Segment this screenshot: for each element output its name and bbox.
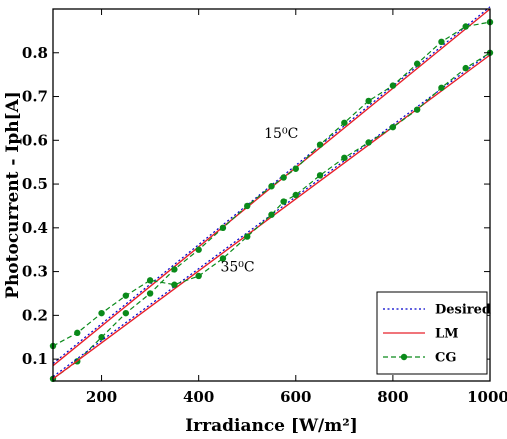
series-point-cg-15c xyxy=(292,165,299,172)
x-tick-label: 400 xyxy=(183,388,214,406)
y-axis-title: Photocurrent - Iph[A] xyxy=(3,91,23,299)
series-point-cg-15c xyxy=(244,202,251,210)
x-axis-title: Irradiance [W/m²] xyxy=(185,416,358,436)
annotation-15c: 15⁰C xyxy=(264,126,298,142)
series-point-cg-35c xyxy=(171,281,178,288)
axis-ticks: 200 400 600 800 1000 0.1 0.2 0.3 0.4 0.5 0.6 0.7 0.8 xyxy=(22,9,507,406)
legend-label-lm: LM xyxy=(435,327,459,342)
series-point-cg-35c xyxy=(365,139,372,146)
series-point-cg-15c xyxy=(462,23,469,30)
y-tick-label: 0.5 xyxy=(22,175,48,193)
y-tick-label: 0.3 xyxy=(22,263,48,281)
series-point-cg-35c xyxy=(98,309,105,317)
y-tick-label: 0.2 xyxy=(22,306,48,324)
plot-frame xyxy=(52,8,491,382)
series-point-cg-15c xyxy=(171,266,178,273)
series-point-cg-35c xyxy=(438,84,445,91)
series-line-cg-35c xyxy=(52,52,491,347)
series-line-cg-15c xyxy=(52,21,491,380)
legend: Desired LM CG xyxy=(376,291,491,375)
series-point-cg-35c xyxy=(389,123,397,131)
series-point-cg-15c xyxy=(413,60,421,67)
series-point-cg-35c xyxy=(341,154,348,161)
series-point-cg-35c xyxy=(413,106,421,113)
series-point-cg-35c xyxy=(195,272,202,280)
series-point-cg-15c xyxy=(316,141,324,148)
series-point-cg-15c xyxy=(365,97,372,105)
y-tick-label: 0.6 xyxy=(22,131,48,149)
series-point-cg-35c xyxy=(244,233,251,240)
series-point-cg-35c xyxy=(74,329,81,337)
x-tick-label: 600 xyxy=(280,388,311,406)
series-point-cg-35c xyxy=(122,292,130,299)
legend-label-desired: Desired xyxy=(435,303,491,318)
y-tick-label: 0.1 xyxy=(22,350,48,368)
series-point-cg-15c xyxy=(268,183,275,190)
annotations: 15⁰C 35⁰C xyxy=(220,126,298,275)
series-point-cg-15c xyxy=(219,224,227,232)
annotation-35c: 35⁰C xyxy=(220,260,254,276)
plot-marks xyxy=(49,6,494,383)
legend-marker-cg xyxy=(400,353,408,361)
y-tick-label: 0.4 xyxy=(22,219,48,237)
series-point-cg-15c xyxy=(280,174,287,181)
series-point-cg-15c xyxy=(195,246,202,253)
series-point-cg-15c xyxy=(341,119,348,126)
y-tick-label: 0.7 xyxy=(22,88,48,106)
x-tick-label: 800 xyxy=(377,388,408,406)
x-tick-label: 1000 xyxy=(467,388,507,406)
series-point-cg-35c xyxy=(462,64,469,72)
series-point-cg-35c xyxy=(146,277,154,284)
series-point-cg-15c xyxy=(438,38,445,46)
series-point-cg-35c xyxy=(292,191,299,199)
x-tick-label: 200 xyxy=(86,388,117,406)
series-point-cg-35c xyxy=(280,198,287,205)
series-point-cg-15c xyxy=(146,290,154,297)
y-tick-label: 0.8 xyxy=(22,44,48,62)
series-point-cg-15c xyxy=(122,309,130,317)
series-point-cg-15c xyxy=(389,82,397,89)
series-point-cg-35c xyxy=(316,172,324,179)
legend-label-cg: CG xyxy=(435,351,456,366)
series-point-cg-35c xyxy=(268,211,275,218)
series-point-cg-15c xyxy=(98,334,105,341)
series-point-cg-35c xyxy=(219,255,227,262)
